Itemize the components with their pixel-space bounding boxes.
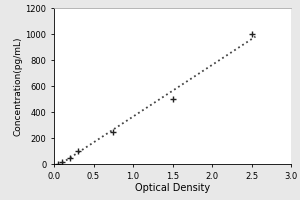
X-axis label: Optical Density: Optical Density — [135, 183, 210, 193]
Y-axis label: Concentration(pg/mL): Concentration(pg/mL) — [14, 36, 22, 136]
